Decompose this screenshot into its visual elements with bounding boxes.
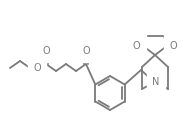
Text: O: O <box>82 46 90 56</box>
Text: N: N <box>152 77 160 87</box>
Text: O: O <box>33 63 41 73</box>
Text: O: O <box>170 41 178 51</box>
Text: O: O <box>42 46 50 56</box>
Text: O: O <box>132 41 140 51</box>
